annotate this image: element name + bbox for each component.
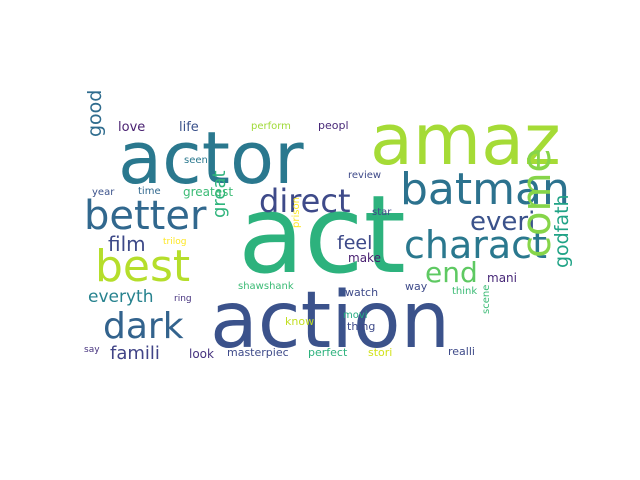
word-charact: charact [404, 223, 547, 267]
word-realli: realli [448, 345, 475, 358]
word-great: great [209, 170, 230, 218]
word-everi: everi [470, 207, 535, 237]
word-know: know [285, 315, 314, 328]
word-act: act [238, 173, 406, 298]
word-best: best [95, 241, 190, 292]
word-review: review [348, 170, 381, 181]
word-direct: direct [259, 182, 350, 220]
word-good: good [84, 90, 106, 137]
word-everyth: everyth [88, 287, 153, 307]
word-mani: mani [487, 271, 517, 285]
word-look: look [189, 347, 214, 361]
word-peopl: peopl [318, 119, 349, 132]
word-masterpiec: masterpiec [227, 346, 289, 359]
word-come: come [514, 148, 560, 258]
word-actor: actor [118, 116, 304, 200]
word-movi: movi [343, 310, 368, 321]
word-action: action [210, 276, 450, 366]
word-amaz: amaz [370, 99, 561, 181]
word-greatest: greatest [183, 185, 233, 199]
word-shawshank: shawshank [238, 281, 294, 292]
word-perfect: perfect [308, 346, 348, 359]
word-prison: prison [291, 197, 302, 228]
word-end: end [425, 256, 478, 289]
word-love: love [118, 120, 145, 135]
word-film: film [108, 232, 146, 256]
word-better: better [84, 193, 207, 239]
word-think: think [452, 286, 477, 297]
word-famili: famili [110, 343, 160, 364]
word-star: star [372, 207, 392, 218]
word-trilog: trilog [163, 237, 186, 247]
word-year: year [92, 187, 115, 198]
word-ring: ring [174, 294, 192, 304]
word-feel: feel [337, 232, 372, 254]
word-scene: scene [481, 285, 492, 314]
word-watch: watch [345, 286, 378, 299]
word-stori: stori [368, 346, 392, 359]
word-life: life [179, 120, 199, 135]
word-dark: dark [103, 306, 184, 347]
word-thing: thing [347, 320, 375, 333]
word-make: make [348, 251, 381, 265]
word-time: time [138, 186, 161, 197]
word-say: say [84, 345, 100, 355]
word-perform: perform [251, 121, 291, 132]
word-seen: seen [184, 155, 208, 166]
word-way: way [405, 280, 428, 293]
word-godfath: godfath [551, 194, 573, 268]
word-batman: batman [400, 164, 570, 215]
